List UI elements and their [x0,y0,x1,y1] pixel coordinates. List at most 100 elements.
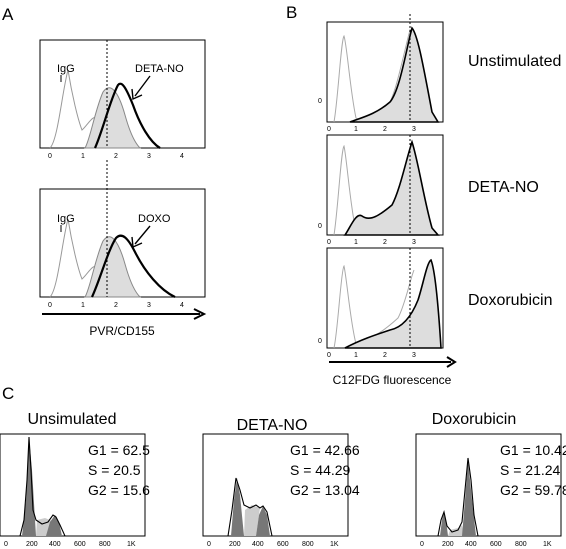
tick-label: 200 [442,541,454,548]
tick-label: 400 [252,541,264,548]
g1-fill [231,478,244,536]
tick-label: 2 [383,239,387,246]
tick-label: 1 [81,302,85,309]
s-stat: S = 44.29 [290,462,351,478]
tick-label: 1K [127,541,136,548]
x-tick-labels: 0 1 2 3 4 [48,153,184,160]
x-tick-labels: 0 1 2 3 [327,352,416,359]
g2-fill [256,506,270,536]
condition-label: DETA-NO [468,179,539,196]
tick-label: 2 [114,302,118,309]
x-tick-labels: 0 1 2 3 4 [48,302,184,309]
sample-label: DETA-NO [135,63,184,75]
tick-label: 0 [48,153,52,160]
s-stat: S = 20.5 [88,462,141,478]
x-tick-labels: 0 200 400 600 800 1K [420,541,552,548]
g2-stat: G2 = 13.04 [290,482,360,498]
y-zero: 0 [318,98,322,105]
g2-stat: G2 = 15.6 [88,482,150,498]
tick-label: 1 [354,352,358,359]
tick-label: 0 [327,239,331,246]
tick-label: 800 [515,541,527,548]
sample-curve [344,258,442,349]
g1-fill [22,437,36,536]
panel-a-plot-2: IgG DOXO 0 1 2 3 4 [39,160,206,309]
panel-b-plot-2: 0 0 1 2 3 DETA-NO [318,134,539,246]
sample-label: DOXO [138,213,171,225]
sample-curve [349,26,440,123]
tick-label: 0 [327,352,331,359]
tick-label: 0 [207,541,211,548]
tick-label: 600 [74,541,86,548]
tick-label: 3 [412,239,416,246]
tick-label: 0 [48,302,52,309]
iso-label: IgG [57,63,75,75]
x-tick-labels: 0 1 2 3 [327,126,416,133]
tick-label: 1 [354,239,358,246]
plot-frame [202,433,349,537]
sample-curve [93,82,161,149]
panel-c-plot-3: Doxorubicin G1 = 10.42 S = 21.24 G2 = 59… [415,411,566,548]
tick-label: 600 [277,541,289,548]
tick-label: 1K [543,541,552,548]
tick-label: 4 [180,302,184,309]
x-axis-arrowhead [193,308,207,320]
panel-a: A IgG DETA-NO 0 1 2 3 4 [2,5,207,338]
panel-c: C Unsimulated G1 = 62.5 S = 20.5 G2 = 15… [0,384,566,548]
panel-letter-c: C [2,384,14,403]
iso-label: IgG [57,213,75,225]
plot-title: Doxorubicin [432,411,516,428]
panel-b-plot-1: 0 0 1 2 3 Unstimulated [318,14,561,133]
tick-label: 3 [147,153,151,160]
panel-b-plot-3: 0 0 1 2 3 Doxorubicin [318,247,552,359]
g1-fill [440,512,448,536]
g2-stat: G2 = 59.78 [500,482,566,498]
condition-label: Unstimulated [468,53,561,70]
tick-label: 1 [354,126,358,133]
cycle-curve [19,436,66,537]
g1-stat: G1 = 10.42 [500,442,566,458]
tick-label: 800 [99,541,111,548]
sample-curve [343,139,440,236]
s-fill [244,505,260,536]
cycle-curve [437,457,479,537]
tick-label: 0 [327,126,331,133]
g2-fill [462,460,476,536]
g1-stat: G1 = 62.5 [88,442,150,458]
cycle-curve [227,477,273,537]
condition-label: Doxorubicin [468,292,552,309]
x-axis-label: PVR/CD155 [89,324,155,338]
g1-stat: G1 = 42.66 [290,442,360,458]
x-axis-arrowhead [446,356,457,368]
sample-curve [91,234,176,298]
s-stat: S = 21.24 [500,462,561,478]
y-zero: 0 [318,223,322,230]
tick-label: 2 [114,153,118,160]
tick-label: 200 [229,541,241,548]
tick-label: 4 [180,153,184,160]
tick-label: 3 [412,352,416,359]
tick-label: 1 [81,153,85,160]
x-tick-labels: 0 200 400 600 800 1K [207,541,339,548]
plot-title: Unsimulated [28,411,117,428]
tick-label: 0 [4,541,8,548]
tick-label: 400 [465,541,477,548]
tick-label: 400 [49,541,61,548]
sample-arrow [131,225,151,249]
tick-label: 800 [302,541,314,548]
plot-frame [415,433,562,537]
plot-title: DETA-NO [237,417,308,434]
panel-a-plot-1: IgG DETA-NO 0 1 2 3 4 [39,39,206,160]
panel-c-plot-2: DETA-NO G1 = 42.66 S = 44.29 G2 = 13.04 … [202,417,360,548]
tick-label: 3 [147,302,151,309]
panel-letter-b: B [286,3,297,22]
tick-label: 2 [383,352,387,359]
tick-label: 1K [330,541,339,548]
tick-label: 600 [490,541,502,548]
y-zero: 0 [318,338,322,345]
control-curve [333,264,415,349]
tick-label: 0 [420,541,424,548]
panel-letter-a: A [2,5,14,24]
tick-label: 3 [412,126,416,133]
